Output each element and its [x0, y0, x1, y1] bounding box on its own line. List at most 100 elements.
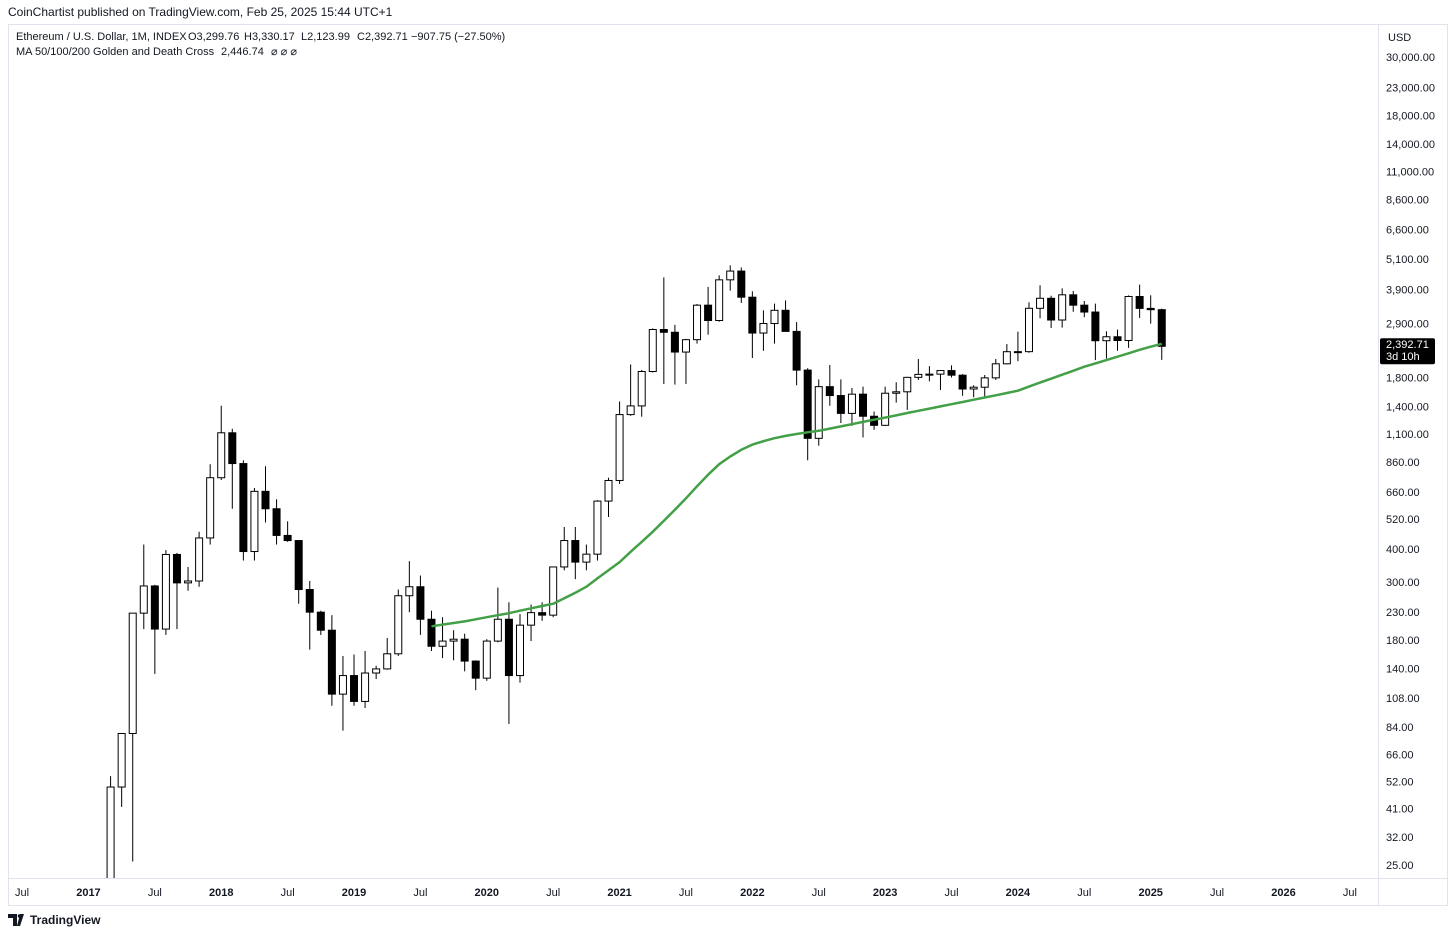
x-tick-label: 2017: [76, 887, 100, 899]
y-tick-label: 108.00: [1386, 693, 1420, 705]
candle-body: [438, 640, 447, 647]
footer-brand: TradingView: [30, 913, 101, 927]
candle-body: [859, 393, 868, 417]
y-tick-label: 30,000.00: [1386, 52, 1435, 64]
candle-body: [836, 395, 845, 414]
ohlc-low: L2,123.99: [301, 31, 350, 43]
candle-body: [593, 500, 602, 555]
candle-body: [1047, 297, 1056, 321]
y-tick-label: 25.00: [1386, 860, 1414, 872]
candle-body: [261, 490, 270, 510]
candle-body: [172, 553, 181, 584]
candle-body: [383, 653, 392, 670]
y-tick-label: 5,100.00: [1386, 254, 1429, 266]
y-tick-label: 400.00: [1386, 544, 1420, 556]
x-tick-label: 2024: [1006, 887, 1031, 899]
ma-inputs: ⌀ ⌀ ⌀: [271, 46, 297, 58]
candle-body: [571, 540, 580, 563]
y-tick-label: 32.00: [1386, 832, 1414, 844]
candle-body: [471, 660, 480, 679]
ohlc-high: H3,330.17: [244, 31, 295, 43]
candle-body: [493, 618, 502, 642]
symbol: Ethereum / U.S. Dollar, 1M, INDEX: [16, 31, 187, 43]
x-tick-label: Jul: [1077, 887, 1091, 899]
candle-body: [416, 586, 425, 620]
candle-body: [1080, 304, 1089, 313]
x-tick-label: Jul: [15, 887, 29, 899]
y-tick-label: 520.00: [1386, 514, 1420, 526]
y-tick-label: 84.00: [1386, 722, 1414, 734]
candle-body: [969, 386, 978, 390]
candle-body: [615, 414, 624, 481]
candle-body: [527, 612, 536, 626]
candle-body: [936, 370, 945, 375]
ma-line: [431, 342, 1163, 628]
candle-body: [294, 540, 303, 591]
candle-body: [106, 786, 115, 878]
candle-body: [1058, 294, 1067, 321]
candle-body: [228, 432, 237, 465]
y-tick-label: 1,400.00: [1386, 401, 1429, 413]
candle-body: [327, 629, 336, 695]
candle-body: [1146, 307, 1155, 311]
candle-body: [350, 675, 359, 702]
candle-body: [814, 386, 823, 439]
candle-body: [117, 732, 126, 788]
candle-body: [538, 612, 547, 616]
y-tick-label: 230.00: [1386, 607, 1420, 619]
candle-body: [980, 377, 989, 388]
candle-body: [792, 330, 801, 371]
candle-body: [637, 371, 646, 407]
candle-body: [1124, 295, 1133, 341]
candle-body: [1024, 307, 1033, 353]
y-tick-label: 180.00: [1386, 635, 1420, 647]
last-price-label: 2,392.71: [1386, 339, 1429, 351]
candle-body: [1002, 351, 1011, 365]
candle-body: [361, 672, 370, 702]
y-tick-label: 52.00: [1386, 776, 1414, 788]
candle-body: [648, 329, 657, 373]
y-tick-label: 23,000.00: [1386, 82, 1435, 94]
candle-body: [693, 304, 702, 341]
x-tick-label: Jul: [413, 887, 427, 899]
y-tick-label: 11,000.00: [1386, 166, 1434, 178]
candle-body: [704, 304, 713, 321]
candle-body: [195, 537, 204, 582]
candle-body: [881, 392, 890, 426]
candle-body: [449, 638, 458, 642]
candle-body: [549, 566, 558, 616]
candle-body: [305, 589, 314, 613]
last-price-box: [1380, 338, 1435, 365]
candle-body: [770, 309, 779, 325]
y-tick-label: 660.00: [1386, 487, 1420, 499]
y-tick-label: 18,000.00: [1386, 110, 1435, 122]
candle-body: [217, 432, 226, 479]
candle-body: [1157, 309, 1166, 347]
y-tick-label: 1,100.00: [1386, 429, 1429, 441]
x-tick-label: 2022: [740, 887, 764, 899]
x-tick-label: Jul: [1210, 887, 1224, 899]
x-tick-label: Jul: [148, 887, 162, 899]
x-tick-label: Jul: [546, 887, 560, 899]
candle-body: [184, 580, 193, 584]
candle-body: [504, 618, 513, 677]
candle-body: [239, 463, 248, 553]
x-tick-label: 2020: [475, 887, 499, 899]
candle-body: [206, 477, 215, 539]
ma-name: MA 50/100/200 Golden and Death Cross: [16, 46, 215, 58]
candle-body: [161, 553, 170, 630]
x-tick-label: 2026: [1271, 887, 1295, 899]
candle-body: [925, 373, 934, 376]
candle-body: [903, 376, 912, 393]
candle-body: [283, 534, 292, 542]
candle-body: [1013, 351, 1022, 354]
candle-body: [726, 270, 735, 281]
candle-body: [316, 611, 325, 631]
x-tick-label: Jul: [944, 887, 958, 899]
y-tick-label: 860.00: [1386, 457, 1420, 469]
candle-body: [372, 668, 381, 674]
candle-body: [737, 270, 746, 298]
x-tick-label: 2025: [1138, 887, 1162, 899]
candle-body: [847, 393, 856, 414]
